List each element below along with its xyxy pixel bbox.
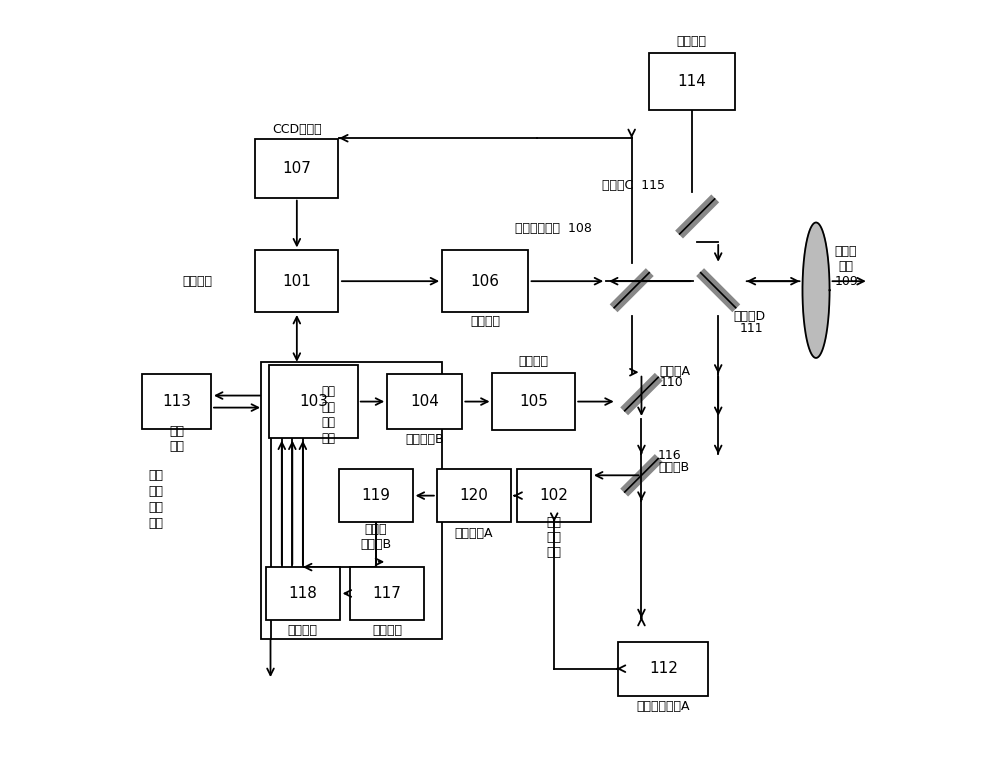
Text: 信号
光源: 信号 光源	[169, 425, 184, 453]
FancyBboxPatch shape	[649, 53, 735, 111]
Polygon shape	[802, 223, 830, 358]
Text: 电放大器: 电放大器	[372, 624, 402, 637]
Text: 119: 119	[361, 488, 390, 503]
Text: 113: 113	[162, 394, 191, 409]
Text: 120: 120	[459, 488, 488, 503]
Text: 110: 110	[660, 376, 683, 390]
Text: 102: 102	[540, 488, 569, 503]
FancyBboxPatch shape	[517, 469, 591, 522]
FancyBboxPatch shape	[142, 374, 211, 430]
Text: 105: 105	[519, 394, 548, 409]
Text: 飞秒
光梳
模块: 飞秒 光梳 模块	[547, 515, 562, 559]
Text: 光耦合器B: 光耦合器B	[405, 433, 444, 446]
Text: 114: 114	[677, 74, 706, 89]
Text: 117: 117	[373, 586, 402, 601]
Text: 107: 107	[282, 161, 311, 176]
Text: 光电探
测模块B: 光电探 测模块B	[360, 523, 391, 551]
Text: 指向对准系统  108: 指向对准系统 108	[515, 222, 592, 235]
FancyBboxPatch shape	[255, 250, 338, 312]
Text: 发射光路: 发射光路	[519, 356, 549, 368]
Text: 信号
调制
解调
模块: 信号 调制 解调 模块	[321, 385, 335, 445]
FancyBboxPatch shape	[387, 374, 462, 429]
Text: 望远镜
系统: 望远镜 系统	[835, 245, 857, 273]
Text: 116: 116	[658, 449, 682, 462]
Text: 101: 101	[282, 274, 311, 289]
FancyBboxPatch shape	[339, 469, 413, 522]
Text: 103: 103	[299, 394, 328, 409]
Text: 109: 109	[834, 274, 858, 288]
FancyBboxPatch shape	[437, 469, 511, 522]
FancyBboxPatch shape	[618, 641, 708, 696]
FancyBboxPatch shape	[442, 250, 528, 312]
Text: 分光镜B: 分光镜B	[658, 462, 689, 475]
Text: 分光镜D: 分光镜D	[733, 310, 765, 323]
FancyBboxPatch shape	[269, 365, 358, 438]
Text: 分光镜A: 分光镜A	[660, 365, 691, 378]
Text: 104: 104	[410, 394, 439, 409]
Text: 111: 111	[739, 322, 763, 335]
Text: 伺服驱动: 伺服驱动	[470, 315, 500, 327]
Text: 反光镜C  115: 反光镜C 115	[602, 179, 665, 192]
FancyBboxPatch shape	[266, 567, 340, 620]
Text: 112: 112	[649, 661, 678, 676]
Text: 信标光源: 信标光源	[677, 36, 707, 49]
Text: CCD摄像头: CCD摄像头	[272, 123, 322, 136]
Text: 106: 106	[470, 274, 499, 289]
Text: 118: 118	[288, 586, 317, 601]
Text: 控制单元: 控制单元	[183, 274, 213, 288]
Text: 电锁相环: 电锁相环	[288, 624, 318, 637]
Text: 光电探测模块A: 光电探测模块A	[637, 700, 690, 713]
Text: 光耦合器A: 光耦合器A	[454, 527, 493, 540]
Text: 对外
收发
通信
接口: 对外 收发 通信 接口	[148, 469, 163, 530]
FancyBboxPatch shape	[350, 567, 424, 620]
FancyBboxPatch shape	[255, 139, 338, 198]
FancyBboxPatch shape	[492, 374, 575, 430]
